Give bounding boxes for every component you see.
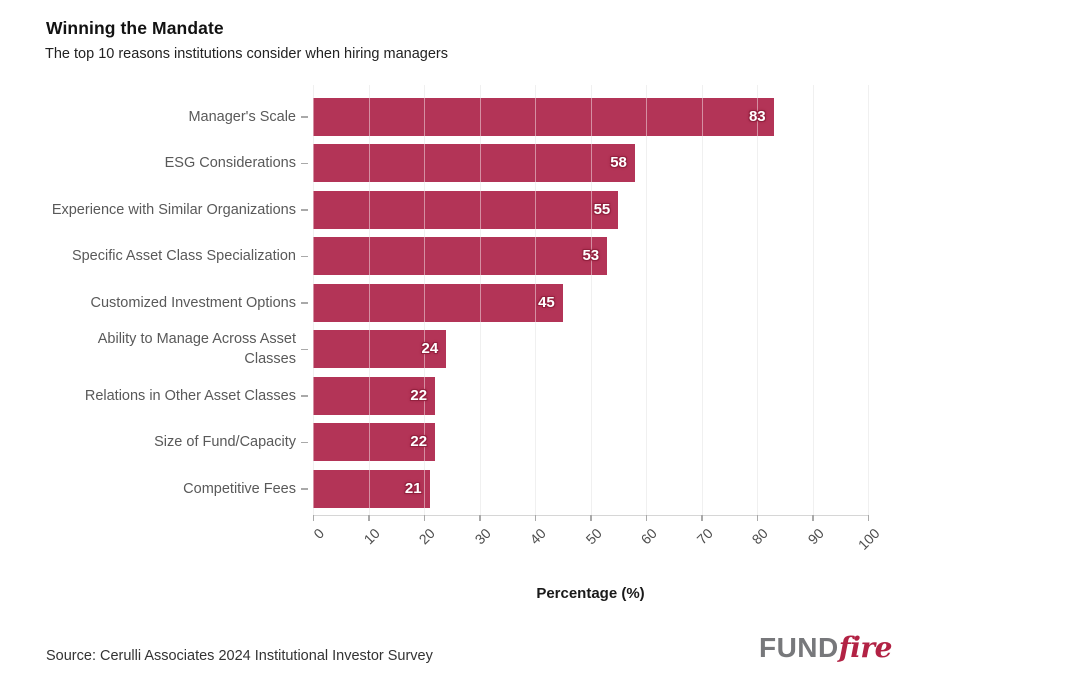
y-tick-mark	[301, 162, 308, 164]
x-axis-title: Percentage (%)	[536, 585, 645, 602]
bar	[313, 283, 563, 322]
bar	[313, 190, 619, 229]
gridline-overlay	[313, 85, 314, 515]
x-tick-mark	[812, 515, 814, 521]
bar-value-label: 22	[410, 386, 428, 404]
x-tick-mark	[701, 515, 703, 521]
gridline-overlay	[424, 85, 425, 515]
category-label: Competitive Fees	[183, 480, 296, 497]
x-tick-label: 80	[748, 525, 772, 548]
fundfire-logo-fire-text: fire	[838, 631, 893, 664]
gridline	[812, 85, 814, 515]
y-tick-mark	[301, 441, 308, 443]
x-tick-label: 10	[360, 525, 383, 548]
bar	[313, 237, 608, 275]
x-tick-label: 40	[526, 525, 550, 548]
category-label: Experience with Similar Organizations	[51, 201, 296, 218]
y-tick-mark	[301, 255, 308, 257]
bar-value-label: 58	[610, 154, 627, 171]
x-tick-label: 30	[471, 525, 494, 548]
x-tick-mark	[590, 515, 592, 521]
gridline-overlay	[701, 85, 703, 515]
x-tick-label: 90	[804, 525, 827, 548]
gridline-overlay	[535, 85, 536, 515]
category-label: Specific Asset Class Specialization	[71, 248, 296, 264]
fundfire-logo-fund-text: FUND	[758, 632, 839, 663]
y-tick-mark	[301, 209, 308, 211]
bar-value-label: 22	[410, 433, 428, 450]
x-tick-label: 70	[693, 525, 716, 548]
y-tick-mark	[301, 348, 308, 350]
gridline	[757, 85, 758, 515]
y-tick-mark	[301, 488, 308, 490]
bar	[313, 376, 436, 415]
x-tick-mark	[312, 515, 314, 521]
gridline	[590, 85, 592, 515]
gridline-overlay	[868, 85, 869, 515]
x-tick-mark	[479, 515, 481, 521]
x-tick-mark	[423, 515, 425, 521]
bar-value-label: 21	[404, 479, 422, 497]
gridline-overlay	[368, 85, 370, 515]
category-label: ESG Considerations	[164, 155, 296, 171]
gridline	[701, 85, 703, 515]
y-tick-mark	[301, 116, 308, 118]
source-note: Source: Cerulli Associates 2024 Institut…	[46, 648, 433, 664]
bar	[313, 330, 447, 368]
x-tick-label: 100	[854, 525, 883, 553]
chart-title: Winning the Mandate	[46, 18, 224, 38]
bar-value-label: 53	[582, 247, 600, 264]
bar-value-label: 45	[538, 293, 555, 311]
x-tick-mark	[534, 515, 536, 521]
category-label: Ability to Manage Across Asset Classes	[97, 331, 296, 367]
x-tick-label: 0	[310, 525, 328, 542]
x-tick-mark	[756, 515, 758, 521]
category-label: Size of Fund/Capacity	[154, 434, 296, 450]
fundfire-logo: FUNDfire	[758, 631, 893, 664]
category-label: Customized Investment Options	[90, 294, 296, 311]
bar-value-label: 55	[593, 200, 611, 218]
y-tick-mark	[301, 395, 308, 397]
gridline-overlay	[479, 85, 481, 515]
gridline-overlay	[812, 85, 814, 515]
x-tick-label: 60	[637, 525, 661, 548]
gridline	[868, 85, 869, 515]
gridline	[646, 85, 647, 515]
bar	[313, 423, 436, 461]
bar	[313, 144, 635, 182]
bar-value-label: 83	[748, 107, 766, 125]
x-tick-mark	[368, 515, 370, 521]
bar	[313, 97, 774, 136]
x-tick-label: 50	[582, 525, 605, 548]
bar-value-label: 24	[421, 340, 439, 357]
y-tick-mark	[301, 302, 308, 304]
bar	[313, 469, 430, 508]
chart-subtitle: The top 10 reasons institutions consider…	[45, 46, 449, 62]
x-tick-label: 20	[415, 525, 439, 548]
gridline-overlay	[757, 85, 758, 515]
x-tick-mark	[645, 515, 647, 521]
category-label: Manager's Scale	[188, 108, 296, 125]
category-label: Relations in Other Asset Classes	[84, 387, 296, 404]
x-tick-mark	[867, 515, 869, 521]
gridline-overlay	[646, 85, 647, 515]
gridline-overlay	[590, 85, 592, 515]
